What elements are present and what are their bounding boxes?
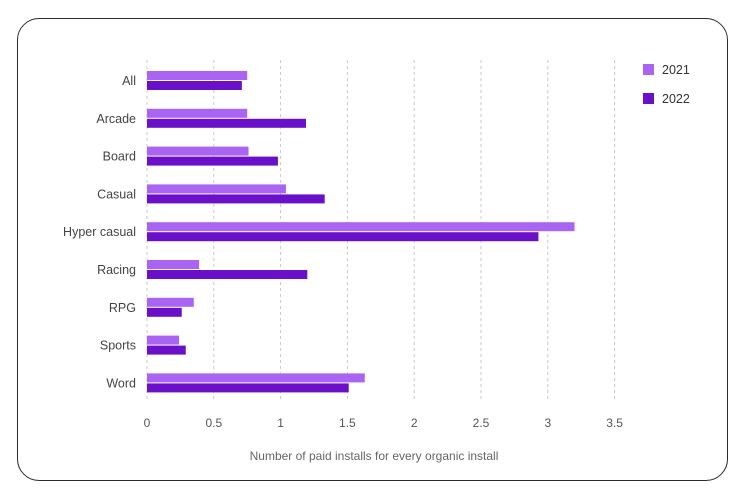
- x-tick-label: 1.5: [339, 416, 356, 430]
- category-label: Word: [106, 376, 136, 390]
- x-tick-label: 0.5: [205, 416, 222, 430]
- legend-swatch-2021: [643, 64, 654, 75]
- category-label: All: [122, 74, 136, 88]
- category-label: Racing: [97, 263, 136, 277]
- legend: 2021 2022: [643, 63, 690, 106]
- x-tick-label: 0: [144, 416, 151, 430]
- x-tick-labels: 0 0.5 1 1.5 2 2.5 3 3.5: [144, 416, 624, 430]
- bar-2021-word: [147, 373, 365, 383]
- x-tick-label: 3.5: [606, 416, 623, 430]
- chart-card: [17, 18, 728, 481]
- x-tick-label: 1: [277, 416, 284, 430]
- x-tick-label: 2: [411, 416, 418, 430]
- bar-2021-hyper-casual: [147, 222, 575, 232]
- category-label: Casual: [97, 187, 136, 201]
- bar-2021-rpg: [147, 297, 194, 307]
- category-label: Arcade: [96, 112, 136, 126]
- x-tick-label: 2.5: [473, 416, 490, 430]
- bar-2022-racing: [147, 270, 308, 279]
- bar-2021-racing: [147, 260, 200, 269]
- category-labels: All Arcade Board Casual Hyper casual Racing RP…: [63, 74, 136, 390]
- legend-swatch-2022: [643, 93, 654, 104]
- category-label: Hyper casual: [63, 225, 136, 239]
- legend-label-2021: 2021: [662, 63, 690, 77]
- category-label: Board: [103, 150, 136, 164]
- bar-2021-arcade: [147, 108, 248, 118]
- bar-2022-board: [147, 156, 278, 166]
- bar-2021-all: [147, 71, 248, 80]
- bar-2022-hyper-casual: [147, 232, 539, 242]
- category-label: RPG: [109, 301, 136, 315]
- bar-2022-word: [147, 383, 349, 393]
- bar-2022-casual: [147, 194, 325, 204]
- bar-2022-arcade: [147, 118, 306, 128]
- legend-label-2022: 2022: [662, 92, 690, 106]
- category-label: Sports: [100, 339, 136, 353]
- bar-2022-rpg: [147, 307, 182, 317]
- bar-2022-sports: [147, 345, 186, 355]
- bar-2021-casual: [147, 184, 286, 194]
- bar-2022-all: [147, 81, 242, 90]
- x-axis-title: Number of paid installs for every organi…: [250, 449, 499, 463]
- bar-2021-board: [147, 146, 249, 156]
- bar-group: [147, 71, 575, 393]
- x-tick-label: 3: [544, 416, 551, 430]
- bar-2021-sports: [147, 335, 180, 345]
